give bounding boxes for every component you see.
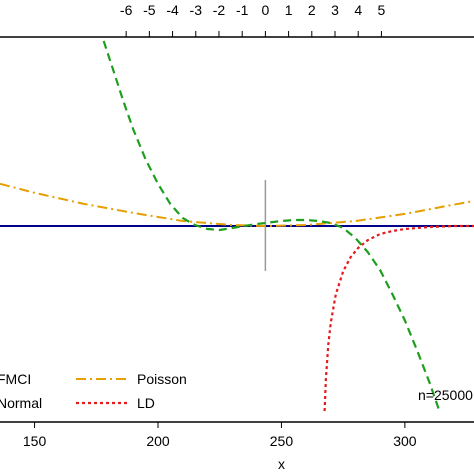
legend-label-ld: LD	[137, 395, 155, 411]
series-line-ld	[323, 224, 474, 412]
bottom-axis: 150 200 250 300	[0, 421, 474, 449]
top-axis-tick-label: -3	[190, 2, 203, 18]
x-axis-title: x	[278, 456, 285, 472]
legend-label-fmci: FMCI	[0, 371, 31, 387]
bottom-axis-tick-label: 150	[23, 433, 47, 449]
legend-label-normal: Normal	[0, 395, 42, 411]
top-axis-tick-label: -1	[236, 2, 249, 18]
top-axis-tick-label: 1	[285, 2, 293, 18]
top-axis-tick-label: -6	[120, 2, 133, 18]
top-axis-tick-label: 2	[308, 2, 316, 18]
top-axis-tick-label: -5	[143, 2, 156, 18]
top-axis-tick-label: -4	[166, 2, 179, 18]
plot-area	[0, 40, 474, 412]
top-axis-tick-label: 4	[354, 2, 362, 18]
bottom-axis-tick-label: 300	[393, 433, 417, 449]
legend-label-poisson: Poisson	[137, 371, 187, 387]
top-axis: -6 -5 -4 -3 -2 -1 0 1 2 3 4 5	[0, 2, 474, 38]
sample-size-annotation: n=25000	[418, 387, 473, 403]
top-axis-tick-label: 3	[331, 2, 339, 18]
bottom-axis-tick-label: 250	[270, 433, 294, 449]
top-axis-tick-label: 5	[378, 2, 386, 18]
series-line-fmci	[102, 40, 441, 412]
series-line-poisson	[0, 182, 474, 227]
legend: FMCI Normal Poisson LD	[0, 371, 187, 411]
bottom-axis-tick-label: 200	[146, 433, 170, 449]
top-axis-tick-label: 0	[261, 2, 269, 18]
top-axis-tick-label: -2	[213, 2, 226, 18]
